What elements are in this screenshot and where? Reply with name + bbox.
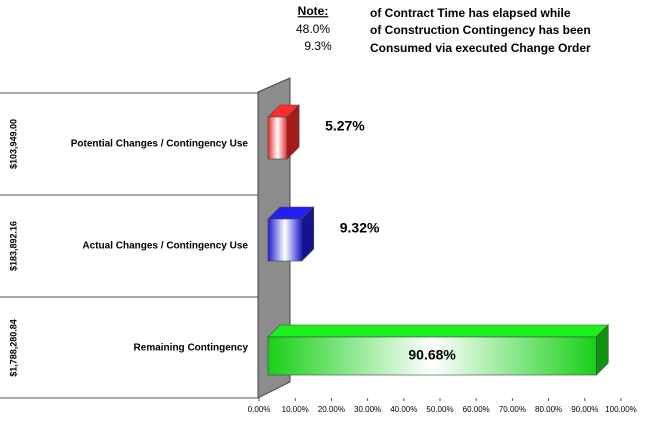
note-figure: 9.3% (304, 39, 332, 53)
note-line: Consumed via executed Change Order (370, 41, 591, 55)
bar (267, 116, 288, 160)
row-label: $183,892.16 (8, 221, 18, 271)
value-label: 90.68% (408, 347, 456, 363)
x-tick-label: 0.00% (248, 405, 271, 414)
note-title: Note: (298, 4, 329, 18)
note-figure: 48.0% (296, 22, 330, 36)
x-tick-label: 70.00% (499, 405, 526, 414)
x-tick-label: 40.00% (390, 405, 417, 414)
bar-top (267, 324, 609, 338)
note-line: of Contract Time has elapsed while (370, 6, 571, 20)
note-line: of Construction Contingency has been (370, 23, 591, 37)
category-label: Remaining Contingency (134, 343, 249, 354)
category-label: Potential Changes / Contingency Use (71, 139, 249, 150)
x-tick-label: 10.00% (282, 405, 309, 414)
row-label: $103,949.00 (8, 119, 18, 169)
bar (267, 336, 597, 376)
x-tick-label: 30.00% (354, 405, 381, 414)
value-label: 9.32% (340, 220, 380, 236)
x-tick-label: 60.00% (463, 405, 490, 414)
x-tick-label: 50.00% (426, 405, 453, 414)
x-tick-label: 90.00% (571, 405, 598, 414)
value-label: 5.27% (325, 118, 365, 134)
category-label: Actual Changes / Contingency Use (82, 241, 248, 252)
row-label: $1,788,280.84 (8, 319, 18, 377)
x-tick-label: 20.00% (318, 405, 345, 414)
x-tick-label: 100.00% (605, 405, 637, 414)
bar (267, 218, 303, 262)
row-table (0, 92, 258, 399)
x-tick-label: 80.00% (535, 405, 562, 414)
